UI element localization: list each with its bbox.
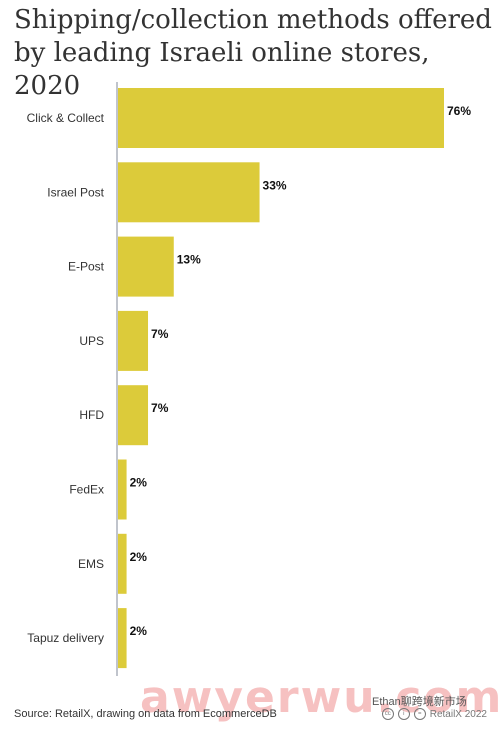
value-label: 2%: [130, 624, 148, 638]
category-label: Click & Collect: [27, 111, 105, 125]
bar: [118, 608, 127, 669]
bar: [118, 236, 174, 297]
equals-icon: =: [413, 708, 426, 720]
bar: [118, 533, 127, 594]
bar: [118, 162, 260, 223]
bar: [118, 310, 149, 371]
credit-text: RetailX 2022: [429, 708, 487, 720]
category-label: Tapuz delivery: [27, 631, 104, 645]
chart-title: Shipping/collection methods offered by l…: [14, 5, 492, 101]
value-label: 76%: [447, 104, 471, 118]
value-label: 2%: [130, 550, 148, 564]
by-icon: i: [397, 708, 410, 720]
credit: cc i = RetailX 2022: [381, 708, 487, 720]
category-label: HFD: [79, 408, 104, 422]
value-label: 7%: [151, 327, 169, 341]
category-label: EMS: [78, 557, 104, 571]
category-label: Israel Post: [47, 185, 104, 199]
bar: [118, 88, 444, 148]
category-label: UPS: [79, 334, 104, 348]
value-label: 33%: [263, 178, 287, 192]
cc-icon: cc: [381, 708, 394, 720]
bar: [118, 459, 127, 520]
bar: [118, 385, 149, 446]
category-label: E-Post: [68, 260, 105, 274]
category-label: FedEx: [69, 483, 104, 497]
value-label: 7%: [151, 401, 169, 415]
value-label: 2%: [130, 476, 148, 490]
source-note: Source: RetailX, drawing on data from Ec…: [14, 708, 277, 720]
watermark: awyerwu.com: [140, 672, 501, 723]
value-label: 13%: [177, 253, 201, 267]
watermark-handle: Ethan聊跨境新市场: [372, 696, 467, 708]
